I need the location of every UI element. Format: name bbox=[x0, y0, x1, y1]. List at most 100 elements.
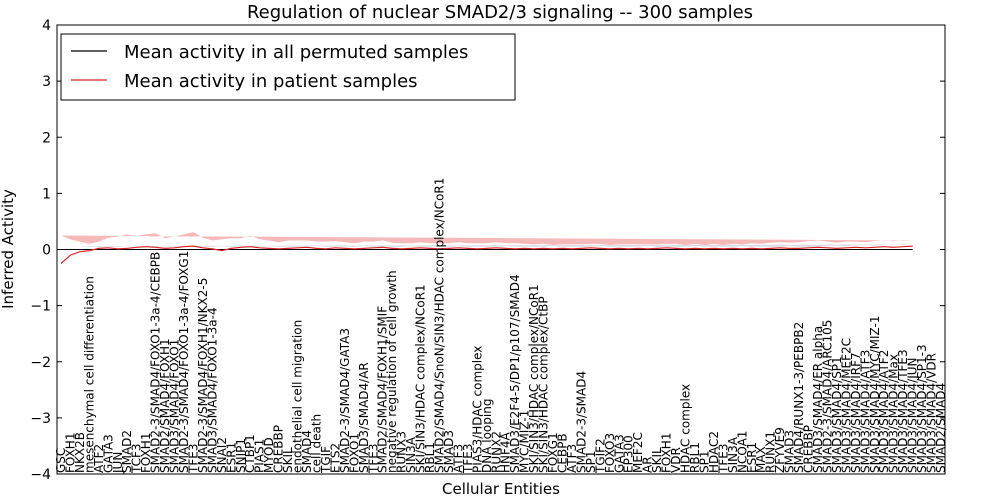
y-tick-label-4: 0 bbox=[42, 243, 51, 259]
plot-frame bbox=[56, 24, 946, 475]
entity-label-37: SIN3A bbox=[404, 436, 418, 473]
entity-label-55: SMAD2-3/SMAD4 bbox=[574, 371, 588, 473]
entity-label-78: SMAD4/RUNX1-3/PEBPB2 bbox=[792, 322, 806, 473]
entity-label-88: SMAD3/SMAD4/Max bbox=[887, 354, 901, 473]
entity-label-90: SMAD3/SMAD4/JUN bbox=[906, 358, 920, 474]
entity-label-46: RUNX2 bbox=[489, 431, 503, 473]
entity-label-60: EP300 bbox=[622, 435, 636, 473]
y-axis-label: Inferred Activity bbox=[0, 189, 17, 309]
y-tick-label-3: −1 bbox=[30, 299, 51, 315]
entity-label-29: ETS2 bbox=[328, 443, 342, 473]
entity-label-57: TGIF2 bbox=[593, 438, 607, 474]
legend-label-permuted: Mean activity in all permuted samples bbox=[124, 42, 468, 63]
entity-label-28: TGIF bbox=[319, 446, 333, 474]
entity-label-12: SMAD3/SMAD4/FOXO1 bbox=[168, 339, 182, 473]
entity-label-81: SMAD2-3/SMAD4/ARC105 bbox=[821, 320, 835, 473]
entity-label-11: SMAD2/SMAD4/FOXH1 bbox=[158, 338, 172, 473]
entity-label-2: NKX2B bbox=[73, 432, 87, 473]
entity-label-8: TCF3 bbox=[130, 443, 144, 474]
entity-label-54: ATF3 bbox=[565, 444, 579, 473]
entity-label-16: SMAD3/SMAD4/FOXO1-3a-4 bbox=[205, 307, 219, 473]
entity-label-47: HNF4A bbox=[499, 431, 513, 473]
entity-label-1: FOXH1 bbox=[64, 433, 78, 473]
bands bbox=[61, 232, 913, 247]
entity-label-4: ATF2 bbox=[92, 444, 106, 473]
entity-label-92: SMAD3/SMAD4/VDR bbox=[925, 353, 939, 473]
line-patient bbox=[60, 245, 913, 264]
y-tick-label-5: 1 bbox=[42, 186, 51, 202]
entity-label-70: TFE3 bbox=[716, 444, 730, 474]
entity-label-19: SNIP1 bbox=[234, 438, 248, 473]
entity-label-74: MAX bbox=[754, 446, 768, 473]
entity-label-52: FOXG1 bbox=[546, 432, 560, 473]
entity-label-89: SMAD3/SMAD4/TFE3 bbox=[896, 349, 910, 473]
legend: Mean activity in all permuted samples Me… bbox=[60, 33, 516, 101]
entity-label-41: SMAD3 bbox=[442, 430, 456, 473]
entity-label-84: SMAD3/SMAD4/IRF7 bbox=[849, 352, 863, 473]
entity-label-36: RUNX3 bbox=[395, 431, 409, 473]
y-tick-label-2: −2 bbox=[30, 355, 51, 371]
entity-label-73: ESR1 bbox=[745, 442, 759, 473]
entity-label-68: SP1 bbox=[697, 451, 711, 474]
entity-label-75: RUNX1 bbox=[764, 431, 778, 473]
legend-label-patient: Mean activity in patient samples bbox=[124, 71, 418, 92]
y-tick-label-7: 3 bbox=[42, 74, 51, 90]
entity-label-58: FOXO3 bbox=[603, 433, 617, 473]
entity-label-56: SP1 bbox=[584, 451, 598, 474]
entity-label-59: GATA3 bbox=[612, 434, 626, 473]
entity-label-30: SMAD2-3/SMAD4/GATA3 bbox=[338, 328, 352, 473]
entity-label-21: PIAS1 bbox=[253, 439, 267, 473]
entity-label-5: GATA3 bbox=[101, 434, 115, 473]
entity-label-35: negative regulation of cell growth bbox=[385, 270, 399, 473]
entity-label-7: SMAD2 bbox=[120, 430, 134, 473]
entity-label-17: SNAI2 bbox=[215, 437, 229, 473]
legend-box bbox=[60, 33, 516, 101]
entity-label-64: FOXH1 bbox=[660, 433, 674, 473]
entity-label-83: SMAD3/SMAD4/MEF2C bbox=[839, 338, 853, 473]
entity-label-77: SMAD3 bbox=[783, 430, 797, 473]
entity-label-33: TFE3 bbox=[366, 444, 380, 474]
entity-label-51: SKI/SIN3/HDAC complex/CtBP bbox=[537, 296, 551, 473]
entity-label-86: SMAD3/SMAD4/MYC/MIZ-1 bbox=[868, 315, 882, 473]
entity-label-61: MEF2C bbox=[631, 432, 645, 473]
entity-label-91: SMAD3/SMAD4/SP1-3 bbox=[915, 344, 929, 473]
x-axis-label: Cellular Entities bbox=[442, 480, 560, 498]
entity-label-63: SKIL bbox=[650, 447, 664, 473]
entity-label-40: SMAD2/SMAD4/SnoN/SIN3/HDAC complex/NCoR1 bbox=[433, 178, 447, 473]
entity-label-18: ESR1 bbox=[224, 442, 238, 473]
entity-label-31: FOXO1 bbox=[347, 433, 361, 473]
entity-label-79: CREBBP bbox=[802, 425, 816, 473]
entity-label-53: CEBPB bbox=[556, 433, 570, 473]
y-tick-label-8: 4 bbox=[42, 18, 51, 34]
entity-label-38: SKI/SIN3/HDAC complex/NCoR1 bbox=[414, 284, 428, 473]
entity-label-26: SMAD4 bbox=[300, 430, 314, 473]
entity-label-14: TFE3 bbox=[187, 444, 201, 474]
lines bbox=[60, 245, 913, 264]
entity-label-32: SMAD3/SMAD4/AR bbox=[357, 362, 371, 473]
entity-label-49: MYC/MIZ-1 bbox=[518, 410, 532, 473]
y-tick-label-1: −3 bbox=[30, 411, 51, 427]
entity-label-48: SMAD3/E2F4-5/DP1/p107/SMAD4 bbox=[508, 274, 522, 473]
entity-label-13: SMAD2-3/SMAD4/FOXO1-3a-4/FOXG1 bbox=[177, 251, 191, 473]
entity-label-62: AR bbox=[641, 456, 655, 473]
y-tick-label-6: 2 bbox=[42, 130, 51, 146]
entity-label-43: TFE3 bbox=[461, 444, 475, 474]
entity-label-82: SMAD3/SMAD4/SP1 bbox=[830, 356, 844, 473]
entity-label-93: SMAD2/SMAD4 bbox=[934, 383, 948, 473]
entity-label-3: mesenchymal cell differentiation bbox=[82, 276, 96, 473]
entity-label-66: HDAC complex bbox=[679, 384, 693, 473]
entity-label-25: endothelial cell migration bbox=[291, 320, 305, 473]
entity-label-50: SKI/SIN3/HDAC complex/NCoR1 bbox=[527, 284, 541, 473]
entity-label-67: RBL1 bbox=[688, 442, 702, 473]
entity-label-15: SMAD2-3/SMAD4/FOXH1/NKX2-5 bbox=[196, 278, 210, 473]
entity-label-87: SMAD3/SMAD4/ATF2 bbox=[877, 350, 891, 473]
chart-title: Regulation of nuclear SMAD2/3 signaling … bbox=[247, 2, 753, 23]
entity-label-9: FOXH1 bbox=[139, 433, 153, 473]
entity-label-6: JUN bbox=[111, 452, 125, 474]
y-tick-label-0: −4 bbox=[30, 467, 51, 483]
entity-label-42: ATF3 bbox=[451, 444, 465, 473]
entity-label-44: PIAS3/HDAC complex bbox=[470, 346, 484, 473]
band-permuted bbox=[61, 244, 913, 247]
entity-label-20: CTBP1 bbox=[243, 434, 257, 473]
